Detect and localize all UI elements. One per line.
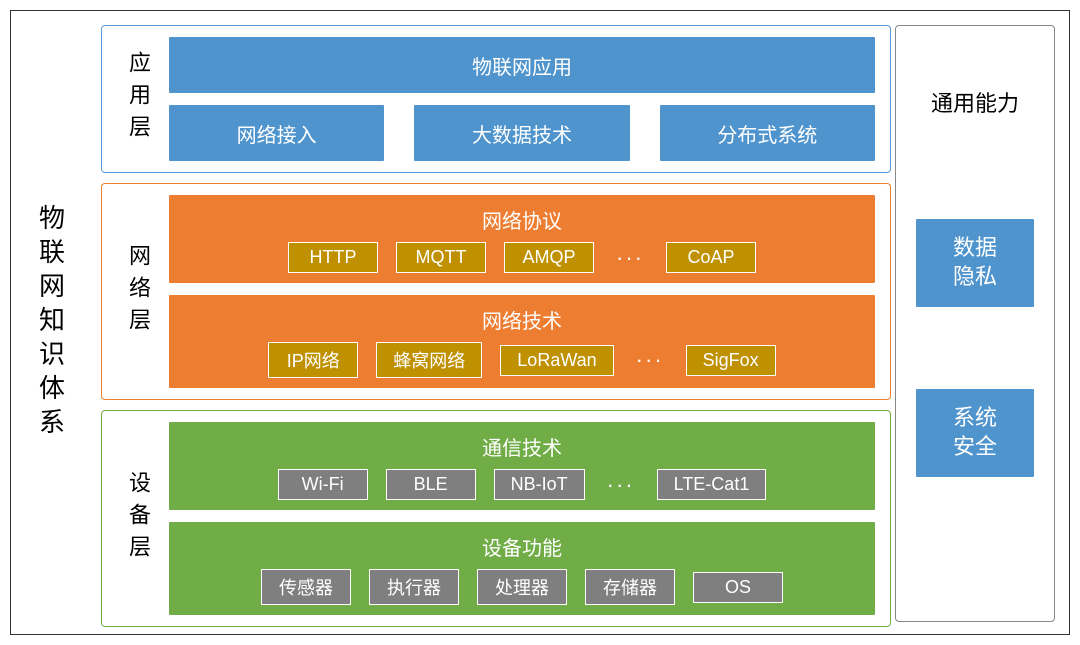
block-network-access: 网络接入 bbox=[168, 104, 385, 162]
block-device-func: 设备功能 传感器 执行器 处理器 存储器 OS bbox=[168, 521, 876, 616]
chip-storage: 存储器 bbox=[585, 569, 675, 605]
chip-mqtt: MQTT bbox=[396, 242, 486, 273]
chip-ip: IP网络 bbox=[268, 342, 358, 378]
block-network-tech: 网络技术 IP网络 蜂窝网络 LoRaWan ··· SigFox bbox=[168, 294, 876, 389]
chip-os: OS bbox=[693, 572, 783, 603]
chip-wifi: Wi-Fi bbox=[278, 469, 368, 500]
chip-ltecat1: LTE-Cat1 bbox=[657, 469, 767, 500]
chip-actuator: 执行器 bbox=[369, 569, 459, 605]
right-panel-title: 通用能力 bbox=[931, 86, 1019, 118]
layer-label-network: 网络层 bbox=[108, 194, 168, 389]
chip-sensor: 传感器 bbox=[261, 569, 351, 605]
layer-body-network: 网络协议 HTTP MQTT AMQP ··· CoAP 网络技术 IP网络 蜂… bbox=[168, 194, 876, 389]
chips-protocol: HTTP MQTT AMQP ··· CoAP bbox=[181, 242, 863, 273]
chip-ble: BLE bbox=[386, 469, 476, 500]
ellipsis-icon: ··· bbox=[603, 472, 639, 498]
block-bigdata: 大数据技术 bbox=[413, 104, 630, 162]
layers-column: 应用层 物联网应用 网络接入 大数据技术 分布式系统 网络层 网络协议 HTTP… bbox=[101, 25, 891, 622]
block-network-protocol: 网络协议 HTTP MQTT AMQP ··· CoAP bbox=[168, 194, 876, 284]
group-title-comm: 通信技术 bbox=[482, 432, 562, 461]
box-system-security: 系统 安全 bbox=[915, 388, 1035, 478]
chip-cellular: 蜂窝网络 bbox=[376, 342, 482, 378]
diagram-frame: 物联网知识体系 应用层 物联网应用 网络接入 大数据技术 分布式系统 网络层 网… bbox=[10, 10, 1070, 635]
layer-application: 应用层 物联网应用 网络接入 大数据技术 分布式系统 bbox=[101, 25, 891, 173]
right-panel: 通用能力 数据 隐私 系统 安全 bbox=[895, 25, 1055, 622]
main-title: 物联网知识体系 bbox=[31, 11, 71, 634]
box-data-privacy: 数据 隐私 bbox=[915, 218, 1035, 308]
ellipsis-icon: ··· bbox=[612, 245, 648, 271]
chips-nettech: IP网络 蜂窝网络 LoRaWan ··· SigFox bbox=[181, 342, 863, 378]
group-title-nettech: 网络技术 bbox=[482, 305, 562, 334]
group-title-protocol: 网络协议 bbox=[482, 205, 562, 234]
layer-label-application: 应用层 bbox=[108, 36, 168, 162]
layer-network: 网络层 网络协议 HTTP MQTT AMQP ··· CoAP 网络技术 IP… bbox=[101, 183, 891, 400]
block-iot-application: 物联网应用 bbox=[168, 36, 876, 94]
chips-devfunc: 传感器 执行器 处理器 存储器 OS bbox=[181, 569, 863, 605]
chip-lorawan: LoRaWan bbox=[500, 345, 613, 376]
block-distributed: 分布式系统 bbox=[659, 104, 876, 162]
chips-comm: Wi-Fi BLE NB-IoT ··· LTE-Cat1 bbox=[181, 469, 863, 500]
layer-body-device: 通信技术 Wi-Fi BLE NB-IoT ··· LTE-Cat1 设备功能 … bbox=[168, 421, 876, 616]
block-comm-tech: 通信技术 Wi-Fi BLE NB-IoT ··· LTE-Cat1 bbox=[168, 421, 876, 511]
layer-device: 设备层 通信技术 Wi-Fi BLE NB-IoT ··· LTE-Cat1 设… bbox=[101, 410, 891, 627]
application-row: 网络接入 大数据技术 分布式系统 bbox=[168, 104, 876, 162]
layer-body-application: 物联网应用 网络接入 大数据技术 分布式系统 bbox=[168, 36, 876, 162]
chip-coap: CoAP bbox=[666, 242, 756, 273]
layer-label-device: 设备层 bbox=[108, 421, 168, 616]
chip-http: HTTP bbox=[288, 242, 378, 273]
group-title-devfunc: 设备功能 bbox=[482, 532, 562, 561]
chip-amqp: AMQP bbox=[504, 242, 594, 273]
chip-sigfox: SigFox bbox=[686, 345, 776, 376]
chip-nbiot: NB-IoT bbox=[494, 469, 585, 500]
chip-processor: 处理器 bbox=[477, 569, 567, 605]
ellipsis-icon: ··· bbox=[632, 347, 668, 373]
